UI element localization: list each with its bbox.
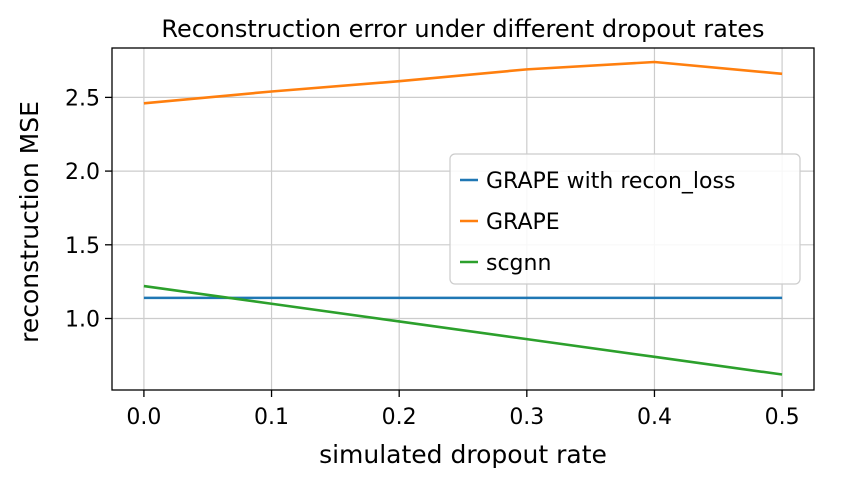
series-lines bbox=[143, 60, 783, 376]
series-line-grape bbox=[143, 60, 783, 105]
axis-ticks: 0.0 0.1 0.2 0.3 0.4 0.5 1.0 1.5 2.0 2.5 bbox=[65, 86, 800, 430]
legend-label-grape-with-recon-loss: GRAPE with recon_loss bbox=[486, 169, 735, 194]
plot-frame bbox=[111, 47, 815, 391]
y-tick-label: 2.5 bbox=[65, 86, 100, 111]
y-tick-label: 1.0 bbox=[65, 308, 100, 333]
y-tick-label: 2.0 bbox=[65, 160, 100, 185]
chart-title: Reconstruction error under different dro… bbox=[161, 15, 764, 43]
x-tick-label: 0.5 bbox=[765, 405, 800, 430]
legend-label-scgnn: scgnn bbox=[486, 251, 551, 276]
legend: GRAPE with recon_loss GRAPE scgnn bbox=[449, 153, 801, 285]
x-tick-label: 0.3 bbox=[509, 405, 544, 430]
x-tick-label: 0.1 bbox=[254, 405, 289, 430]
y-axis-label: reconstruction MSE bbox=[15, 101, 44, 343]
legend-label-grape: GRAPE bbox=[486, 210, 560, 235]
series-line-scgnn bbox=[143, 284, 783, 376]
x-axis-label: simulated dropout rate bbox=[319, 440, 607, 469]
legend-box bbox=[449, 153, 801, 285]
y-tick-label: 1.5 bbox=[65, 234, 100, 259]
x-tick-label: 0.2 bbox=[382, 405, 417, 430]
x-tick-label: 0.4 bbox=[637, 405, 672, 430]
x-tick-label: 0.0 bbox=[126, 405, 161, 430]
